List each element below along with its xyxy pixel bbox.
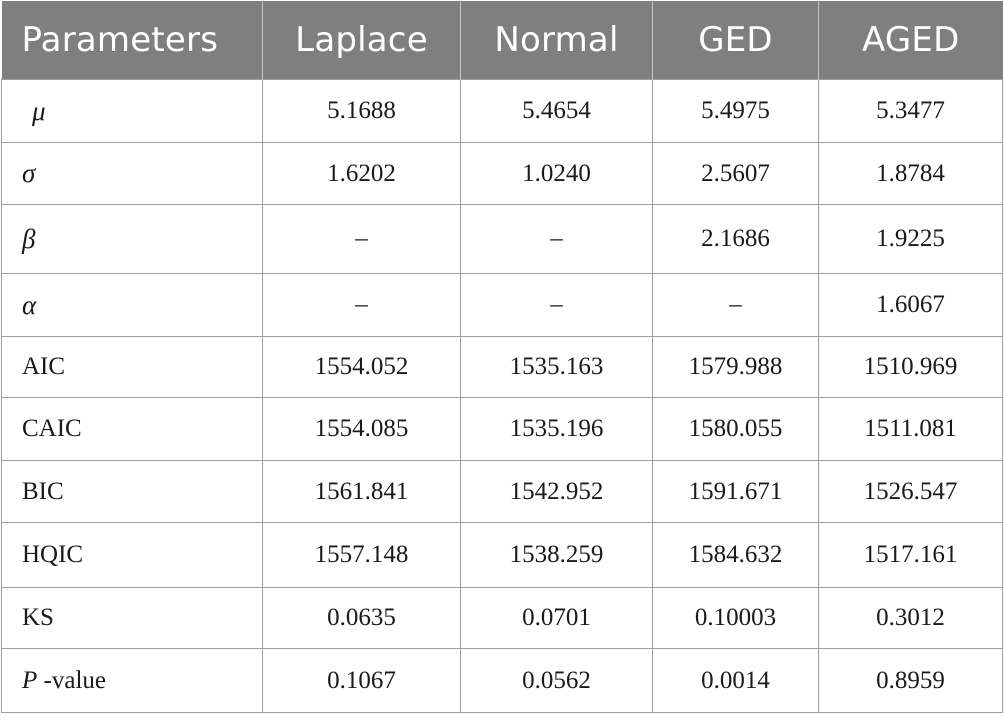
table-cell: 1.9225 bbox=[818, 204, 1003, 274]
table-cell: 1584.632 bbox=[652, 522, 819, 588]
row-label: CAIC bbox=[1, 397, 263, 461]
table-row: KS 0.0635 0.0701 0.10003 0.3012 bbox=[1, 587, 1003, 649]
table-cell: 1511.081 bbox=[818, 397, 1003, 461]
header-aged: AGED bbox=[818, 1, 1003, 80]
table-cell: 1557.148 bbox=[262, 522, 461, 588]
table-row: BIC 1561.841 1542.952 1591.671 1526.547 bbox=[1, 460, 1003, 523]
table-cell: – bbox=[460, 204, 653, 274]
row-label: α bbox=[1, 273, 263, 337]
header-laplace: Laplace bbox=[262, 1, 461, 80]
table-cell: 0.0014 bbox=[652, 648, 819, 713]
table-cell: 1538.259 bbox=[460, 522, 653, 588]
table-cell: – bbox=[652, 273, 819, 337]
table-row: σ 1.6202 1.0240 2.5607 1.8784 bbox=[1, 142, 1003, 205]
table-cell: 1561.841 bbox=[262, 460, 461, 523]
row-label: σ bbox=[1, 142, 263, 205]
table-cell: – bbox=[460, 273, 653, 337]
table-row: α – – – 1.6067 bbox=[1, 273, 1003, 337]
table-cell: 0.0701 bbox=[460, 587, 653, 649]
p-value-suffix: -value bbox=[37, 666, 106, 694]
table-cell: 1542.952 bbox=[460, 460, 653, 523]
table-cell: 5.4654 bbox=[460, 79, 653, 143]
header-normal: Normal bbox=[460, 1, 653, 80]
table-cell: 1535.196 bbox=[460, 397, 653, 461]
table-cell: 5.3477 bbox=[818, 79, 1003, 143]
table-cell: 1580.055 bbox=[652, 397, 819, 461]
table-cell: – bbox=[262, 273, 461, 337]
header-row: Parameters Laplace Normal GED AGED bbox=[1, 1, 1003, 80]
header-parameters: Parameters bbox=[1, 1, 263, 80]
p-symbol: P bbox=[22, 666, 38, 694]
table-cell: 1.0240 bbox=[460, 142, 653, 205]
row-label: KS bbox=[1, 587, 263, 649]
table-cell: – bbox=[262, 204, 461, 274]
row-label: HQIC bbox=[1, 522, 263, 588]
table-cell: 1.8784 bbox=[818, 142, 1003, 205]
table-cell: 1.6202 bbox=[262, 142, 461, 205]
table-cell: 1554.085 bbox=[262, 397, 461, 461]
table-cell: 0.0562 bbox=[460, 648, 653, 713]
row-label: β bbox=[1, 204, 263, 274]
table-row: CAIC 1554.085 1535.196 1580.055 1511.081 bbox=[1, 397, 1003, 461]
table-cell: 1591.671 bbox=[652, 460, 819, 523]
table-row: β – – 2.1686 1.9225 bbox=[1, 204, 1003, 274]
header-ged: GED bbox=[652, 1, 819, 80]
table-row: P -value 0.1067 0.0562 0.0014 0.8959 bbox=[1, 648, 1003, 713]
table-cell: 2.5607 bbox=[652, 142, 819, 205]
row-label: BIC bbox=[1, 460, 263, 523]
table-cell: 0.0635 bbox=[262, 587, 461, 649]
table-row: HQIC 1557.148 1538.259 1584.632 1517.161 bbox=[1, 522, 1003, 588]
table-cell: 1510.969 bbox=[818, 336, 1003, 398]
row-label-p-value: P -value bbox=[1, 648, 263, 713]
table-cell: 0.8959 bbox=[818, 648, 1003, 713]
table-cell: 1535.163 bbox=[460, 336, 653, 398]
table-cell: 0.10003 bbox=[652, 587, 819, 649]
table-row: AIC 1554.052 1535.163 1579.988 1510.969 bbox=[1, 336, 1003, 398]
table-cell: 0.3012 bbox=[818, 587, 1003, 649]
table-cell: 1526.547 bbox=[818, 460, 1003, 523]
table-cell: 5.1688 bbox=[262, 79, 461, 143]
table-cell: 2.1686 bbox=[652, 204, 819, 274]
table-cell: 1517.161 bbox=[818, 522, 1003, 588]
row-label: AIC bbox=[1, 336, 263, 398]
row-label: μ bbox=[1, 79, 263, 143]
table-cell: 1579.988 bbox=[652, 336, 819, 398]
table-cell: 1.6067 bbox=[818, 273, 1003, 337]
table-cell: 5.4975 bbox=[652, 79, 819, 143]
table-cell: 1554.052 bbox=[262, 336, 461, 398]
table-cell: 0.1067 bbox=[262, 648, 461, 713]
table-row: μ 5.1688 5.4654 5.4975 5.3477 bbox=[1, 79, 1003, 143]
